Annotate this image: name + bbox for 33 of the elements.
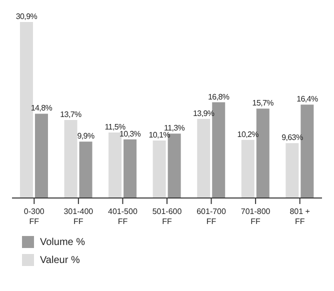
bar: [241, 140, 254, 198]
data-label: 11,5%: [104, 122, 126, 132]
legend-label: Valeur %: [40, 254, 80, 266]
x-tick-label: 301-400 FF: [64, 207, 94, 226]
x-tick-label: 601-700 FF: [196, 207, 227, 226]
bar: [286, 143, 299, 198]
x-tick-label: 501-600 FF: [152, 207, 182, 226]
x-tick-label: 801 + FF: [290, 207, 310, 226]
data-label: 14,8%: [30, 104, 52, 113]
bar: [20, 22, 33, 198]
bar: [152, 140, 166, 198]
data-label: 30,9%: [16, 12, 38, 21]
data-label: 10,2%: [237, 130, 259, 139]
bar: [124, 139, 137, 198]
bar: [79, 142, 92, 198]
data-label: 9,63%: [282, 133, 303, 142]
x-tick-label: 0-300 FF: [24, 207, 45, 226]
data-label: 13,9%: [193, 108, 214, 118]
bar: [108, 132, 122, 198]
data-label: 9,9%: [77, 132, 94, 141]
data-label: 10,1%: [148, 130, 170, 140]
data-label: 13,7%: [60, 110, 82, 119]
bar: [34, 114, 48, 198]
bar: [64, 120, 78, 198]
x-tick-label: 401-500 FF: [108, 207, 138, 226]
bar: [197, 118, 210, 198]
data-label: 16,4%: [296, 94, 318, 104]
x-tick-label: 701-800 FF: [240, 207, 271, 226]
legend-label: Volume %: [40, 236, 86, 248]
data-label: 11,3%: [164, 124, 185, 133]
data-label: 15,7%: [252, 98, 274, 108]
data-label: 10,3%: [119, 129, 141, 138]
data-label: 16,8%: [208, 92, 230, 102]
